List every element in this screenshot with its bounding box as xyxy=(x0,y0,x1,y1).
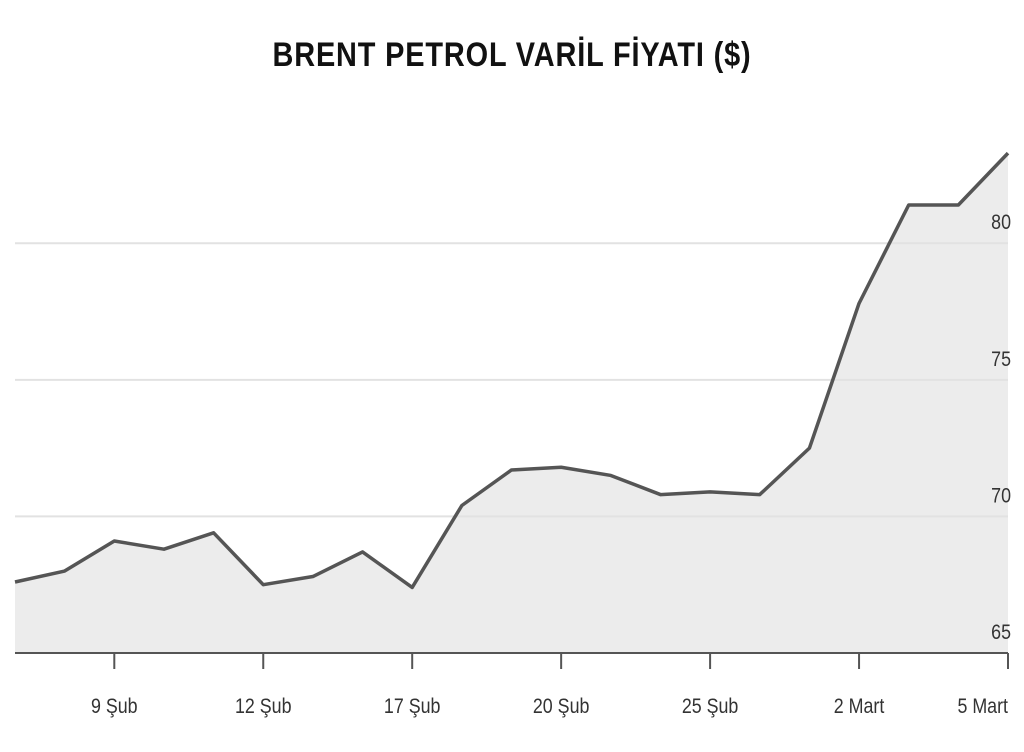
chart-title: BRENT PETROL VARİL FİYATI ($) xyxy=(273,35,752,74)
x-tick-label: 5 Mart xyxy=(957,695,1008,719)
y-tick-label: 65 xyxy=(991,621,1011,645)
y-tick-label: 80 xyxy=(991,211,1011,235)
line xyxy=(14,151,1010,590)
x-tick-label: 12 Şub xyxy=(235,695,292,719)
area xyxy=(15,153,1008,654)
x-tick-label: 20 Şub xyxy=(533,695,590,719)
x-tick-label: 17 Şub xyxy=(384,695,441,719)
x-tick-label: 25 Şub xyxy=(682,695,739,719)
x-tick-label: 2 Mart xyxy=(834,695,885,719)
x-tick-label: 9 Şub xyxy=(91,695,138,719)
y-tick-label: 75 xyxy=(991,348,1011,372)
y-tick-label: 70 xyxy=(991,484,1011,508)
